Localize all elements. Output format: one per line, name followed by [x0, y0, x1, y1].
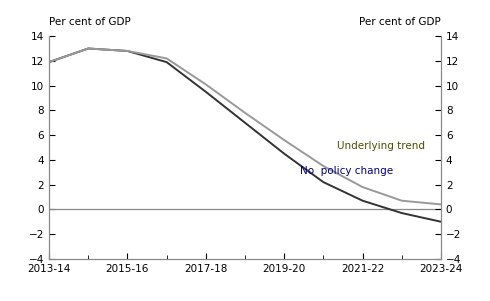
Text: Underlying trend: Underlying trend [337, 141, 425, 151]
Text: No  policy change: No policy change [300, 166, 393, 176]
Text: Per cent of GDP: Per cent of GDP [359, 17, 441, 27]
Text: Per cent of GDP: Per cent of GDP [49, 17, 131, 27]
